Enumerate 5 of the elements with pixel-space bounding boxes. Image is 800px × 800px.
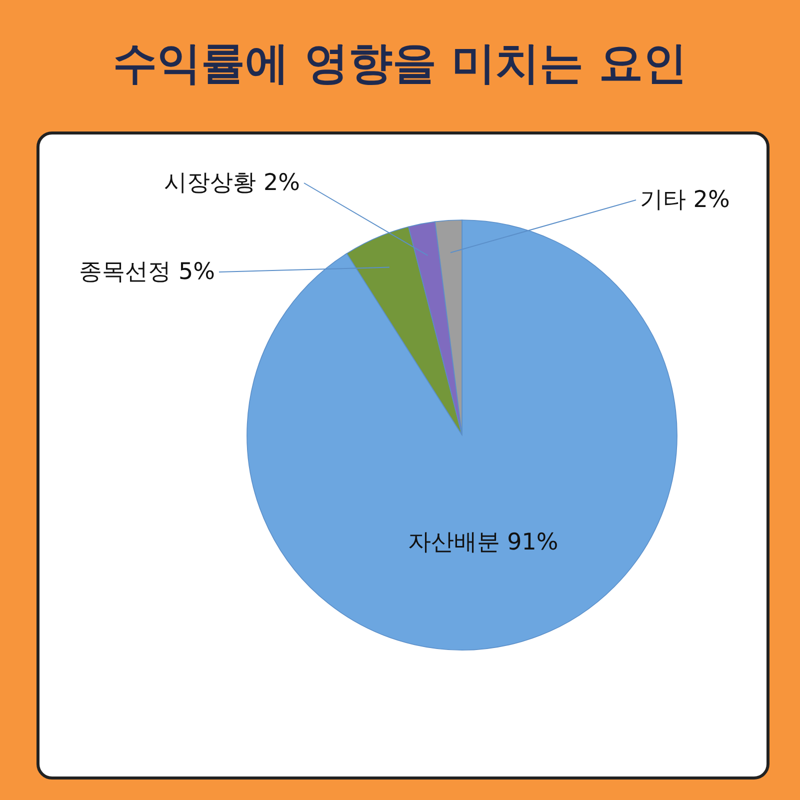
slice-label: 종목선정 5% [79, 259, 215, 285]
slice-label: 자산배분 91% [408, 529, 558, 556]
slice-label: 기타 2% [640, 187, 730, 213]
slice-label: 시장상황 2% [164, 170, 300, 196]
chart-title: 수익률에 영향을 미치는 요인 [113, 38, 687, 89]
